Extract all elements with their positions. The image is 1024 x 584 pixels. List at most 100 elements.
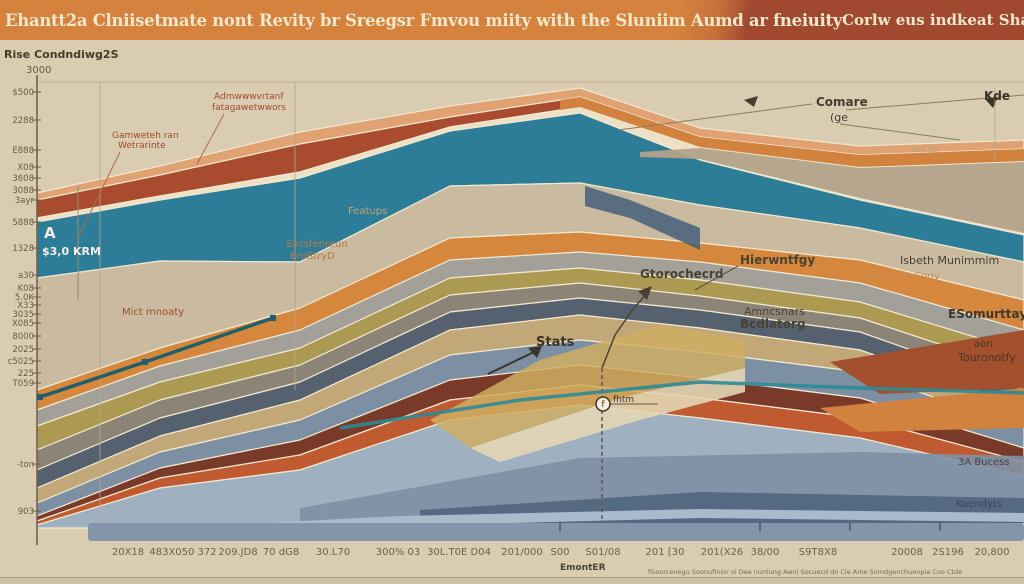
y-axis-label: E888 xyxy=(12,146,34,156)
annotation-label: Mict mnoaty xyxy=(122,307,185,318)
y-axis-label: 3035 xyxy=(12,310,34,320)
square-marker xyxy=(142,359,148,365)
line-comare-line1 xyxy=(617,103,813,131)
square-marker xyxy=(37,394,43,400)
line-comare-line2 xyxy=(845,94,1024,111)
y-axis-label: X08 xyxy=(17,163,34,173)
overlay-brick-wedge-right xyxy=(830,330,1024,394)
y-axis-label: 5.0K xyxy=(14,293,34,303)
y-axis-label: 3088 xyxy=(12,186,34,196)
x-axis-label: 20X18 xyxy=(111,547,145,558)
annotation-label: Hierwntfgy xyxy=(740,253,816,267)
header-title-left: Ehantt2a Clniisetmate nont Revity br Sre… xyxy=(5,10,843,30)
annotation-label: EruStryD xyxy=(290,251,335,262)
overlay-comare-arrowhead xyxy=(744,96,758,107)
line-stats-arrow-line xyxy=(487,351,535,375)
overlay-stats-arrowhead xyxy=(528,346,542,358)
y-axis-label: 225 xyxy=(17,369,34,379)
footer-source-label: EmontER xyxy=(560,563,606,573)
y-axis-label: T059 xyxy=(12,379,34,389)
y-axis-label: 3ayr xyxy=(14,196,34,206)
x-axis-label: 30L.T0E D04 xyxy=(427,547,491,558)
y-axis-top-label: 3000 xyxy=(26,65,52,76)
square-marker xyxy=(270,315,276,321)
annotation-label: Isbeth Munimmim xyxy=(900,254,1000,267)
x-axis-label: 2S196 xyxy=(932,547,964,558)
line-comare-line3 xyxy=(839,123,961,141)
annotation-label: ESomurttay xyxy=(948,307,1024,321)
overlay-orange-band-right xyxy=(820,388,1024,432)
annotation-label: $3,0 KRM xyxy=(42,245,101,258)
x-axis-label: 38/00 xyxy=(750,547,780,558)
y-axis-label: 2025 xyxy=(12,345,34,355)
overlay-gtoro-arrowhead xyxy=(638,286,652,300)
annotation-label: Bcdlatorg xyxy=(740,317,806,331)
x-axis-label: 201 [30 xyxy=(645,547,685,558)
annotation-label: fhtm xyxy=(613,395,635,405)
annotation-label: Comare xyxy=(816,95,868,109)
x-axis-label: 483X050 372 xyxy=(149,547,217,558)
annotation-label: Gamweteh ran xyxy=(112,131,179,141)
line-red-callout1 xyxy=(77,151,121,239)
x-axis-label: S01/08 xyxy=(585,547,621,558)
annotation-label: 3A Bucess xyxy=(958,457,1010,468)
header-bar: Ehantt2a Clniisetmate nont Revity br Sre… xyxy=(0,0,1024,40)
x-axis-label: 300% 03 xyxy=(375,547,421,558)
y-axis-label: 5888 xyxy=(12,218,34,228)
y-axis-title: Rise Condndiwg2S xyxy=(4,48,119,61)
header-title-right: Corlw eus indkeat Sharlage xyxy=(842,11,1024,29)
annotation-label: Featups xyxy=(348,206,388,217)
x-axis-label: 201/000 xyxy=(501,547,543,558)
x-axis-label: 30.L70 xyxy=(315,547,351,558)
annotation-label: Gteren bes Cogy xyxy=(856,271,940,282)
annotation-label: Sazsfenreun xyxy=(286,239,348,250)
annotation-label: A-Cos xyxy=(912,145,938,155)
annotation-label: Admwwwvrtanf xyxy=(214,92,284,102)
overlay-gold-field xyxy=(430,325,745,448)
y-axis-label: K08 xyxy=(17,284,34,294)
line-red-callout2 xyxy=(196,113,225,165)
annotation-label: Kde xyxy=(984,89,1011,103)
x-axis-label: 20,800 xyxy=(974,547,1010,558)
annotation-label: (ge xyxy=(830,111,849,124)
x-axis-label: S00 xyxy=(550,547,570,558)
x-axis-bar xyxy=(88,523,1024,541)
annotation-label: A xyxy=(44,224,56,242)
overlay-right-tan-layers xyxy=(640,148,1024,233)
footer-caption: fGoorcenegu Soonufinior oi Dee nuntung A… xyxy=(648,568,963,576)
circle-marker-label: f xyxy=(601,400,605,410)
annotation-label: fatagawetwwors xyxy=(212,103,286,113)
y-axis-label: 3608 xyxy=(12,174,34,184)
annotation-label: Gtorochecrd xyxy=(640,267,724,281)
overlay-orange-stripe-right xyxy=(560,97,1024,167)
x-axis-label: 70 dG8 xyxy=(262,547,300,558)
line-gtoro-curve xyxy=(601,291,649,369)
line-teal-trend xyxy=(339,380,1024,430)
annotation-label: Stats xyxy=(536,335,575,350)
circle-marker xyxy=(595,396,611,412)
overlay-powder-swoosh xyxy=(90,509,1024,540)
line-hier-callout xyxy=(694,265,739,291)
x-axis-label: 209.JD8 xyxy=(218,547,258,558)
stacked-area-chart: f xyxy=(32,75,1024,545)
y-axis-label: X085 xyxy=(11,319,34,329)
y-axis-label: 1328 xyxy=(12,244,34,254)
annotation-label: Amncsnars xyxy=(744,305,805,318)
annotation-label: aori xyxy=(974,339,994,350)
x-axis-label: 201(X26 xyxy=(700,547,744,558)
annotation-label: Koendyts xyxy=(956,499,1003,510)
y-axis-label: X33 xyxy=(17,301,34,311)
overlay-cream-below-gold xyxy=(470,368,745,462)
y-axis-label: 903 xyxy=(17,507,34,517)
annotation-label: Touronotfy xyxy=(958,351,1016,364)
y-axis-label: c5025 xyxy=(7,357,34,367)
y-axis-label: a30 xyxy=(17,271,34,281)
overlay-dark-slate-ridge xyxy=(585,186,700,250)
y-axis-label: 2288 xyxy=(12,116,34,126)
y-axis-label: $500 xyxy=(12,88,34,98)
x-axis-label: S9T8X8 xyxy=(798,547,838,558)
y-axis-label: 8000 xyxy=(12,332,34,342)
bottom-strip xyxy=(0,577,1024,584)
x-axis-label: 20008 xyxy=(891,547,923,558)
